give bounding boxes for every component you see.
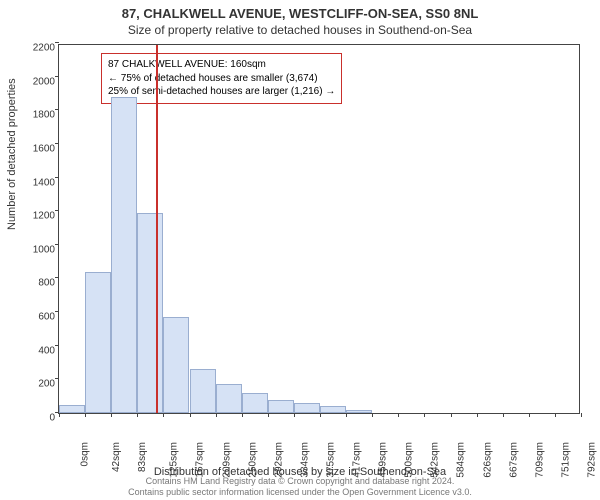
y-tick-label: 1000	[27, 244, 55, 255]
y-tick-label: 800	[27, 278, 55, 289]
y-tick	[55, 76, 59, 77]
y-tick	[55, 311, 59, 312]
histogram-bar	[320, 406, 346, 413]
annotation-line: 87 CHALKWELL AVENUE: 160sqm	[108, 58, 335, 72]
y-tick-label: 0	[27, 413, 55, 424]
title-subtitle: Size of property relative to detached ho…	[0, 21, 600, 37]
x-tick	[216, 413, 217, 417]
plot-area: 87 CHALKWELL AVENUE: 160sqm← 75% of deta…	[58, 44, 580, 414]
histogram-bar	[190, 369, 216, 413]
histogram-bar	[294, 403, 320, 413]
y-tick	[55, 177, 59, 178]
histogram-bar	[216, 384, 242, 413]
x-tick	[581, 413, 582, 417]
x-tick	[503, 413, 504, 417]
footer-line-2: Contains public sector information licen…	[0, 487, 600, 498]
y-tick	[55, 143, 59, 144]
histogram-bar	[346, 410, 372, 413]
histogram-bar	[163, 317, 189, 413]
y-tick-label: 1400	[27, 177, 55, 188]
x-tick	[424, 413, 425, 417]
y-tick	[55, 277, 59, 278]
y-axis-label: Number of detached properties	[6, 78, 18, 230]
title-address: 87, CHALKWELL AVENUE, WESTCLIFF-ON-SEA, …	[0, 0, 600, 21]
y-tick-label: 600	[27, 312, 55, 323]
y-tick-label: 2000	[27, 76, 55, 87]
histogram-bar	[85, 272, 111, 413]
chart-container: 87, CHALKWELL AVENUE, WESTCLIFF-ON-SEA, …	[0, 0, 600, 500]
x-tick	[59, 413, 60, 417]
x-tick	[242, 413, 243, 417]
footer-line-1: Contains HM Land Registry data © Crown c…	[0, 476, 600, 487]
annotation-line: 25% of semi-detached houses are larger (…	[108, 85, 335, 99]
x-tick	[137, 413, 138, 417]
x-tick	[190, 413, 191, 417]
y-tick	[55, 244, 59, 245]
x-tick	[477, 413, 478, 417]
histogram-bar	[137, 213, 163, 413]
y-tick-label: 1200	[27, 211, 55, 222]
histogram-bar	[268, 400, 294, 413]
y-tick	[55, 42, 59, 43]
y-tick-label: 400	[27, 345, 55, 356]
y-tick	[55, 345, 59, 346]
x-tick	[268, 413, 269, 417]
x-tick	[163, 413, 164, 417]
x-tick	[555, 413, 556, 417]
x-tick	[398, 413, 399, 417]
x-tick	[346, 413, 347, 417]
footer-credits: Contains HM Land Registry data © Crown c…	[0, 476, 600, 498]
y-tick	[55, 109, 59, 110]
y-tick-label: 200	[27, 379, 55, 390]
x-tick	[85, 413, 86, 417]
x-tick	[111, 413, 112, 417]
y-tick	[55, 210, 59, 211]
y-tick-label: 1600	[27, 143, 55, 154]
histogram-bar	[111, 97, 137, 413]
x-tick	[529, 413, 530, 417]
y-tick-label: 2200	[27, 43, 55, 54]
x-tick-label: 0sqm	[79, 442, 90, 466]
x-tick	[294, 413, 295, 417]
property-marker-line	[156, 45, 158, 413]
y-tick	[55, 378, 59, 379]
annotation-line: ← 75% of detached houses are smaller (3,…	[108, 72, 335, 86]
x-tick	[320, 413, 321, 417]
x-tick	[451, 413, 452, 417]
histogram-bar	[59, 405, 85, 413]
x-tick	[372, 413, 373, 417]
y-tick-label: 1800	[27, 110, 55, 121]
histogram-bar	[242, 393, 268, 413]
